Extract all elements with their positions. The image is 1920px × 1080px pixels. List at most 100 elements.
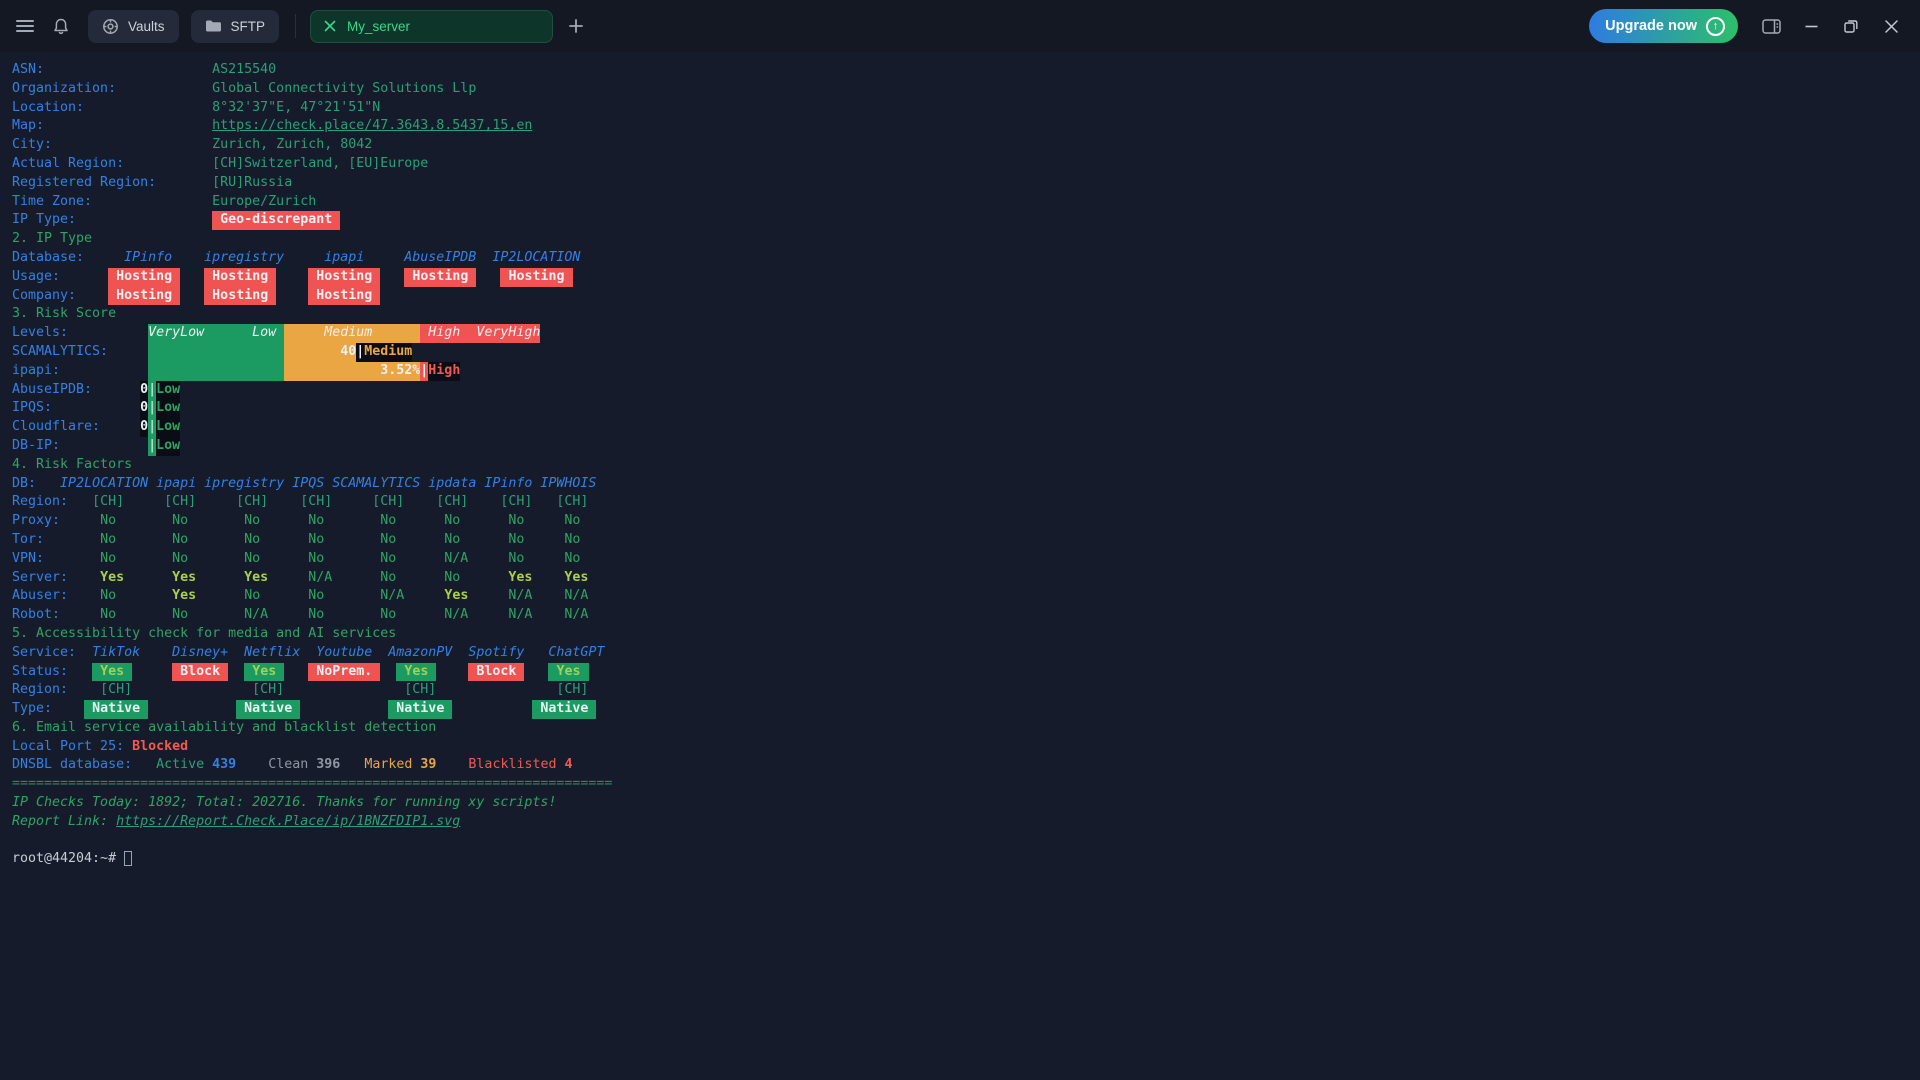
- notifications-button[interactable]: [46, 11, 76, 41]
- terminal-line: Database: IPinfo ipregistry ipapi AbuseI…: [12, 249, 1920, 268]
- terminal-line: Cloudflare: 0|Low: [12, 418, 1920, 437]
- dnsbl-active-count: 439: [212, 757, 237, 773]
- terminal-text: ========================================…: [12, 776, 613, 792]
- terminal-text: 2. IP Type: [12, 231, 93, 247]
- terminal-text: IPQS:: [12, 400, 141, 416]
- terminal-text: Usage:: [12, 268, 109, 284]
- terminal-text: N/A No No: [268, 569, 509, 585]
- terminal-text: DB-IP:: [12, 437, 149, 453]
- terminal-text: Service:: [12, 644, 93, 660]
- dnsbl-clean-count: 396: [316, 757, 341, 773]
- terminal-text: 6. Email service availability and blackl…: [12, 719, 437, 735]
- tab-vaults-label: Vaults: [128, 18, 165, 34]
- terminal-text: 8°32'37"E, 47°21'51"N: [212, 99, 381, 115]
- terminal-text: IP Type:: [12, 212, 213, 228]
- terminal-line: ipapi: 3.52%|High: [12, 361, 1920, 381]
- terminal-text: N/A N/A: [468, 588, 589, 604]
- vault-icon: [103, 18, 118, 34]
- map-link[interactable]: https://check.place/47.3643,8.5437,15,en: [212, 118, 533, 134]
- terminal-line: VPN: No No No No No N/A No No: [12, 550, 1920, 569]
- terminal-text: |: [148, 436, 157, 456]
- terminal[interactable]: ASN: AS215540 Organization: Global Connec…: [0, 52, 1920, 1080]
- terminal-line: Type: Native Native Native Native: [12, 700, 1920, 719]
- terminal-text: DB:: [12, 475, 61, 491]
- terminal-text: [436, 663, 468, 682]
- terminal-text: [228, 663, 244, 682]
- tab-vaults[interactable]: Vaults: [88, 9, 179, 43]
- terminal-line: 4. Risk Factors: [12, 456, 1920, 475]
- terminal-text: [476, 268, 500, 287]
- restore-button[interactable]: [1838, 13, 1864, 39]
- terminal-text: [380, 268, 404, 287]
- terminal-line: 3. Risk Score: [12, 305, 1920, 324]
- report-link[interactable]: https://Report.Check.Place/ip/1BNZFDIP1.…: [116, 813, 461, 829]
- terminal-text: 4. Risk Factors: [12, 456, 133, 472]
- terminal-line: Server: Yes Yes Yes N/A No No Yes Yes: [12, 569, 1920, 588]
- terminal-text: Region:: [12, 682, 101, 698]
- terminal-text: Marked: [364, 757, 421, 773]
- terminal-line: 5. Accessibility check for media and AI …: [12, 625, 1920, 644]
- terminal-text: Company:: [12, 287, 109, 303]
- terminal-text: City:: [12, 137, 213, 153]
- terminal-text: |: [148, 399, 157, 419]
- menu-button[interactable]: [10, 11, 40, 41]
- risk-band-medium: Medium: [284, 324, 421, 343]
- cloudflare-score: 0: [140, 418, 149, 437]
- terminal-text: [CH] [CH] [CH] [CH] [CH] [CH] [CH] [CH]: [92, 494, 589, 510]
- type-native-badge: Native: [236, 700, 301, 719]
- type-native-badge: Native: [84, 700, 149, 719]
- terminal-text: Low: [156, 399, 181, 419]
- terminal-line: Abuser: No Yes No No N/A Yes N/A N/A: [12, 587, 1920, 606]
- terminal-line: DNSBL database: Active 439 Clean 396 Mar…: [12, 756, 1920, 775]
- status-noprem-badge: NoPrem.: [308, 662, 381, 682]
- terminal-text: [RU]Russia: [212, 174, 293, 190]
- terminal-line: Service: TikTok Disney+ Netflix Youtube …: [12, 644, 1920, 663]
- ipqs-score: 0: [140, 399, 149, 419]
- shell-prompt: root@44204:~#: [12, 851, 125, 867]
- status-yes-badge: Yes: [396, 662, 437, 682]
- status-block-badge: Block: [468, 662, 525, 682]
- bell-icon: [54, 18, 68, 34]
- terminal-text: [276, 268, 308, 287]
- terminal-text: [132, 663, 172, 682]
- scamalytics-score: 40: [284, 342, 357, 362]
- terminal-text: Registered Region:: [12, 174, 213, 190]
- plus-icon: [569, 19, 583, 33]
- geo-discrepant-badge: Geo-discrepant: [212, 211, 341, 231]
- new-tab-button[interactable]: [561, 11, 591, 41]
- terminal-text: High: [428, 361, 461, 381]
- terminal-line: Region: [CH] [CH] [CH] [CH]: [12, 681, 1920, 700]
- terminal-text: Proxy:: [12, 513, 101, 529]
- terminal-text: ASN:: [12, 62, 213, 77]
- type-native-badge: Native: [388, 700, 453, 719]
- terminal-line: IP Type: Geo-discrepant: [12, 211, 1920, 231]
- terminal-text: [236, 756, 268, 775]
- tab-sftp[interactable]: SFTP: [190, 9, 280, 43]
- terminal-text: SCAMALYTICS:: [12, 343, 149, 359]
- window-controls: [1758, 13, 1904, 39]
- terminal-line: 2. IP Type: [12, 230, 1920, 249]
- dnsbl-marked-count: 39: [420, 757, 437, 773]
- terminal-text: Cloudflare:: [12, 419, 141, 435]
- tab-my-server[interactable]: My_server: [310, 9, 554, 43]
- close-tab-icon[interactable]: [324, 20, 336, 32]
- hosting-badge: Hosting: [204, 286, 277, 306]
- terminal-text: [180, 287, 204, 306]
- terminal-line: Company: Hosting Hosting Hosting: [12, 286, 1920, 306]
- status-block-badge: Block: [172, 662, 229, 682]
- upgrade-button[interactable]: Upgrade now ↑: [1589, 9, 1738, 43]
- terminal-text: Zurich, Zurich, 8042: [212, 137, 373, 153]
- close-window-button[interactable]: [1878, 13, 1904, 39]
- terminal-text: Clean: [268, 757, 317, 773]
- terminal-text: [380, 663, 396, 682]
- terminal-line: 6. Email service availability and blackl…: [12, 719, 1920, 738]
- terminal-line: City: Zurich, Zurich, 8042: [12, 136, 1920, 155]
- toggle-panel-button[interactable]: [1758, 13, 1784, 39]
- terminal-text: Low: [156, 380, 181, 400]
- terminal-text: IPinfo ipregistry ipapi AbuseIPDB IP2LOC…: [124, 249, 581, 265]
- hosting-badge: Hosting: [108, 286, 181, 306]
- minimize-button[interactable]: [1798, 13, 1824, 39]
- terminal-text: 3. Risk Score: [12, 306, 117, 322]
- terminal-line: Robot: No No N/A No No N/A N/A N/A: [12, 606, 1920, 625]
- terminal-text: IP Checks Today: 1892; Total: 202716. Th…: [12, 795, 557, 811]
